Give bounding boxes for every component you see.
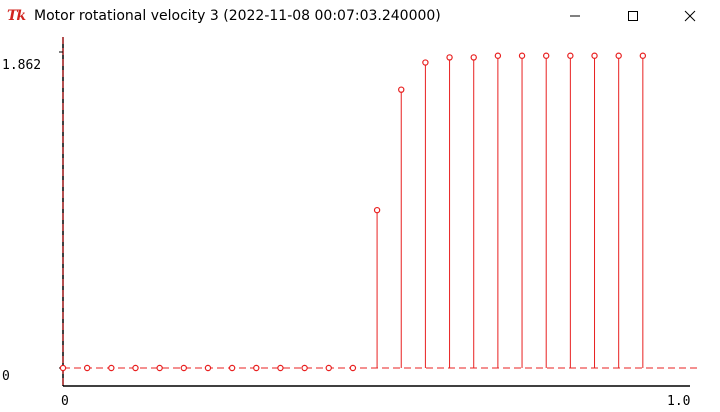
stem-marker bbox=[446, 54, 453, 61]
maximize-icon bbox=[628, 11, 638, 21]
stem-marker bbox=[422, 59, 429, 66]
stem-marker bbox=[132, 364, 139, 372]
stem-marker bbox=[349, 364, 357, 372]
stem-marker bbox=[494, 52, 502, 59]
stem-marker bbox=[204, 364, 212, 372]
stem-marker bbox=[543, 52, 550, 59]
stem-marker bbox=[59, 364, 67, 372]
window-title: Motor rotational velocity 3 (2022-11-08 … bbox=[34, 8, 441, 24]
stem-marker bbox=[373, 206, 381, 214]
minimize-button[interactable] bbox=[552, 0, 598, 32]
stem-marker bbox=[253, 364, 260, 372]
maximize-button[interactable] bbox=[610, 0, 656, 32]
stem-marker bbox=[591, 52, 598, 59]
close-icon bbox=[684, 10, 696, 22]
stem-marker bbox=[325, 364, 332, 372]
stem-marker bbox=[108, 364, 115, 372]
stem-marker bbox=[470, 54, 477, 61]
stem-marker bbox=[639, 52, 647, 59]
stem-marker bbox=[156, 364, 163, 372]
stem-marker bbox=[615, 52, 622, 59]
title-bar[interactable]: Tk Motor rotational velocity 3 (2022-11-… bbox=[0, 0, 720, 32]
x-tick-label-min: 0 bbox=[61, 394, 69, 409]
stem-plot bbox=[59, 37, 700, 387]
stem-marker bbox=[567, 52, 574, 59]
stem-marker bbox=[83, 364, 91, 372]
close-button[interactable] bbox=[667, 0, 713, 32]
x-tick-label-max: 1.0 bbox=[667, 394, 691, 409]
y-tick-label-max: 1.862 bbox=[2, 58, 42, 73]
stem-marker bbox=[180, 364, 187, 372]
stem-marker bbox=[398, 86, 405, 93]
stem-marker bbox=[301, 364, 308, 372]
tk-feather-icon: Tk bbox=[7, 8, 26, 24]
stem-marker bbox=[228, 364, 236, 372]
plot-area: 1.862 0 0 1.0 bbox=[0, 32, 720, 412]
y-tick-label-min: 0 bbox=[2, 369, 10, 384]
minimize-icon bbox=[570, 15, 580, 17]
stem-marker bbox=[518, 52, 526, 59]
stem-marker bbox=[277, 364, 284, 372]
